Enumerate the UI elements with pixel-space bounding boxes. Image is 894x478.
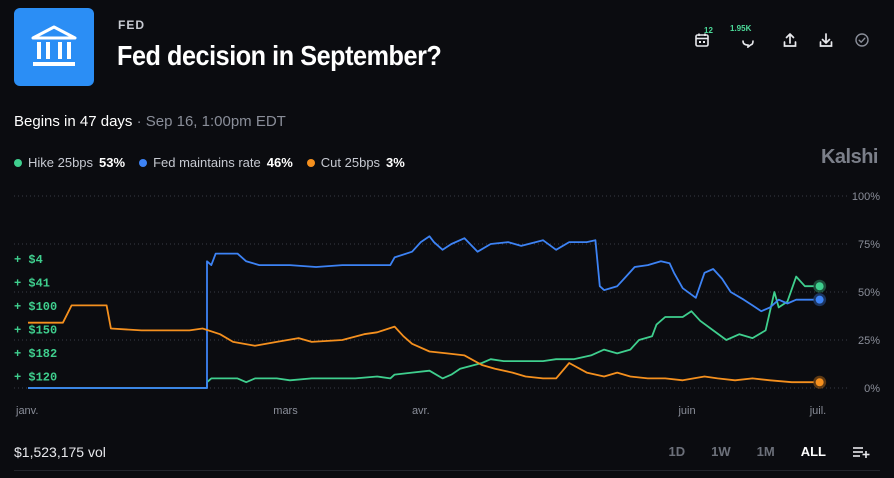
legend-item-hike[interactable]: Hike 25bps 53%	[14, 155, 125, 170]
y-tick-label: 50%	[858, 287, 880, 299]
x-tick-label: juil.	[809, 405, 827, 417]
range-all[interactable]: ALL	[800, 444, 826, 459]
series-end-marker-2	[815, 378, 824, 387]
bank-building-icon	[31, 25, 77, 66]
series-end-marker-0	[815, 282, 824, 291]
time-range-selector: 1D 1W 1M ALL	[669, 444, 870, 459]
toolbar: 12 1.95K	[692, 24, 872, 50]
legend-percentage: 3%	[386, 155, 405, 170]
comment-icon	[742, 40, 754, 48]
legend-label: Fed maintains rate	[153, 155, 261, 170]
fed-logo	[14, 8, 94, 86]
legend-item-cut[interactable]: Cut 25bps 3%	[306, 155, 405, 170]
x-tick-label: mars	[273, 405, 298, 417]
market-category: FED	[118, 18, 145, 32]
kalshi-brand: Kalshi	[820, 146, 879, 168]
calendar-count: 12	[704, 26, 713, 35]
legend-label: Hike 25bps	[28, 155, 94, 170]
share-button[interactable]	[780, 30, 800, 50]
legend-item-maintain[interactable]: Fed maintains rate 46%	[139, 155, 293, 170]
legend-dot-hike	[14, 158, 22, 167]
begins-separator: ·	[136, 113, 142, 130]
share-icon	[783, 33, 797, 47]
legend-dot-maintain	[139, 158, 148, 167]
page-title: Fed decision in September?	[117, 40, 442, 71]
trade-feed-item: + $120	[14, 371, 57, 385]
trade-feed-item: + $41	[14, 277, 50, 291]
series-end-marker-1	[815, 295, 824, 304]
series-line-0[interactable]	[28, 275, 814, 389]
calendar-button[interactable]: 12	[692, 26, 713, 50]
series-line-1[interactable]	[28, 235, 814, 389]
chart-legend: Hike 25bps 53% Fed maintains rate 46% Cu…	[14, 155, 405, 170]
comments-count: 1.95K	[730, 24, 752, 33]
trade-feed-item: + $4	[14, 253, 43, 267]
divider	[14, 470, 880, 471]
price-chart[interactable]: 100% 75% 50% 25% 0% janv. mars avr. juin juil. + $…	[0, 180, 894, 420]
x-tick-label: janv.	[15, 405, 38, 417]
series-line-2[interactable]	[28, 304, 814, 384]
x-tick-label: juin	[677, 405, 695, 417]
range-1d[interactable]: 1D	[668, 444, 686, 459]
calendar-icon	[695, 33, 709, 47]
begins-date: Sep 16, 1:00pm EDT	[145, 113, 286, 130]
y-tick-label: 100%	[852, 191, 880, 203]
legend-percentage: 53%	[99, 155, 126, 170]
check-circle-icon	[855, 33, 869, 47]
begins-info: Begins in 47 days · Sep 16, 1:00pm EDT	[14, 113, 286, 130]
trade-feed-item: + $100	[14, 300, 57, 314]
begins-countdown: Begins in 47 days	[14, 113, 133, 130]
add-filter-icon[interactable]	[852, 445, 870, 459]
comments-button[interactable]: 1.95K	[730, 24, 758, 50]
legend-label: Cut 25bps	[320, 155, 381, 170]
legend-percentage: 46%	[266, 155, 293, 170]
legend-dot-cut	[306, 158, 315, 167]
trade-feed-item: + $182	[14, 347, 57, 361]
y-tick-label: 75%	[858, 239, 880, 251]
y-tick-label: 0%	[864, 383, 880, 395]
download-button[interactable]	[816, 30, 836, 50]
range-1w[interactable]: 1W	[711, 444, 731, 459]
x-tick-label: avr.	[412, 405, 430, 417]
volume-label: $1,523,175 vol	[14, 444, 106, 460]
trade-feed-item: + $150	[14, 324, 57, 338]
check-button[interactable]	[852, 30, 872, 50]
y-tick-label: 25%	[858, 335, 880, 347]
range-1m[interactable]: 1M	[756, 444, 775, 459]
download-icon	[819, 33, 833, 47]
